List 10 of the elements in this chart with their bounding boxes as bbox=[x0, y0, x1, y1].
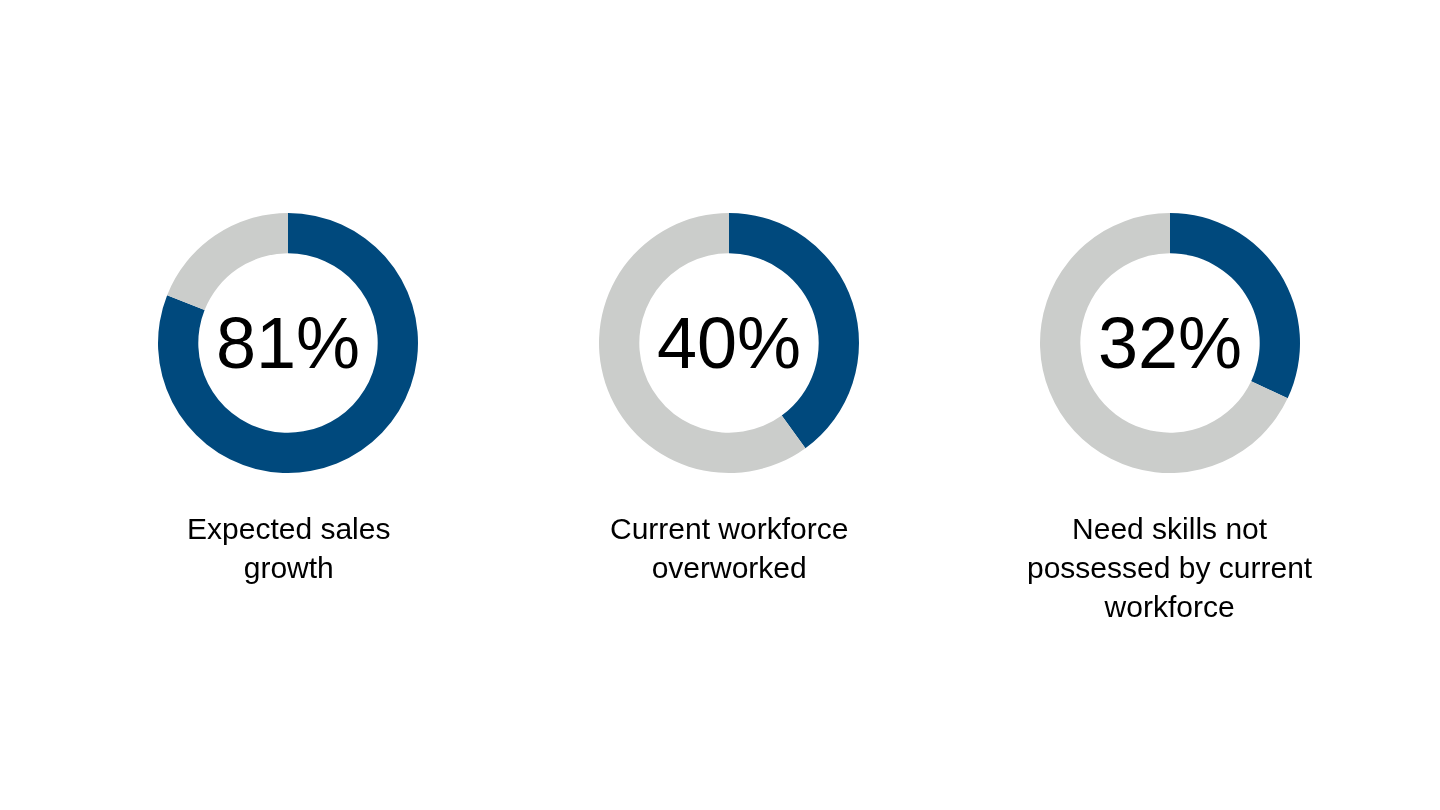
text: Expected sales growth bbox=[187, 512, 391, 584]
text: Need skills not possessed by current workforce bbox=[1027, 512, 1313, 623]
donut-slice bbox=[158, 213, 418, 473]
donut-slice bbox=[167, 213, 288, 310]
donut-slice bbox=[1040, 213, 1288, 473]
data-label: 40% bbox=[657, 303, 802, 383]
data-label: 32% bbox=[1098, 303, 1243, 383]
data-label: 81% bbox=[216, 303, 361, 383]
text: Current workforce overworked bbox=[610, 512, 849, 584]
donut-slice bbox=[599, 213, 806, 473]
